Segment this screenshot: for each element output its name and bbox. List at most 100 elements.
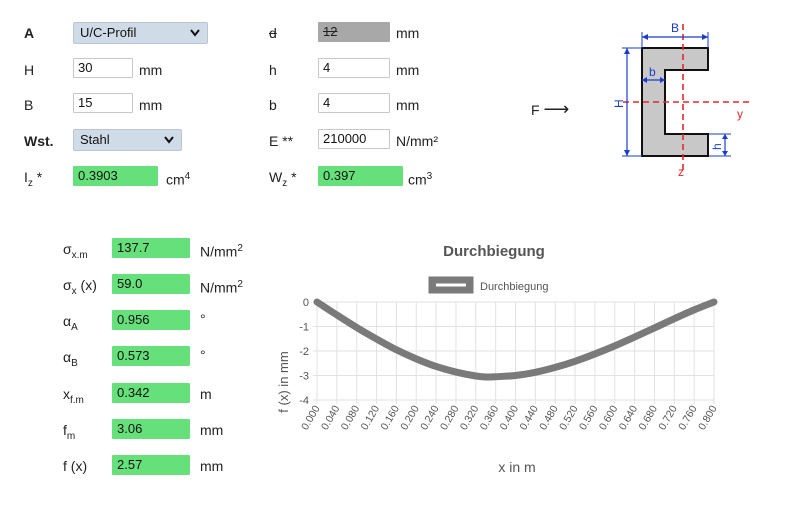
b-unit: mm	[396, 97, 420, 113]
arrow-right-icon: ⟶	[543, 99, 570, 119]
sigma-xm-result: 137.7	[112, 238, 190, 258]
chart-series	[313, 298, 718, 381]
material-select[interactable]: Stahl	[73, 129, 182, 151]
deflection-chart: Durchbiegung Durchbiegung 0 -1 -2 -3 -4 0.00…	[276, 243, 720, 475]
x-tick-label: 0.360	[478, 403, 502, 432]
chart-title: Durchbiegung	[443, 243, 545, 260]
B-field[interactable]: 15	[73, 93, 133, 113]
c-profile-shape	[641, 47, 709, 157]
x-tick-label: 0.000	[299, 403, 323, 432]
Wz-label: Wz *	[269, 169, 297, 189]
H-unit: mm	[139, 62, 163, 78]
h-field[interactable]: 4	[318, 58, 390, 78]
alpha-B-result: 0.573	[112, 346, 190, 366]
B-unit: mm	[139, 97, 163, 113]
y-tick-label: -1	[299, 322, 309, 334]
dim-B-label: B	[671, 21, 679, 35]
force-label: F ⟶	[531, 99, 570, 119]
B-label: B	[24, 97, 34, 113]
E-field[interactable]: 210000	[318, 129, 390, 149]
Wz-result: 0.397	[318, 166, 403, 186]
y-tick-labels: 0 -1 -2 -3 -4	[299, 297, 309, 407]
H-field[interactable]: 30	[73, 58, 133, 78]
x-fm-label: xf.m	[63, 386, 84, 406]
x-tick-label: 0.600	[597, 403, 621, 432]
cross-section-label: A	[24, 25, 35, 41]
x-tick-label: 0.200	[398, 403, 422, 432]
x-tick-label: 0.640	[617, 403, 641, 432]
x-tick-label: 0.680	[637, 403, 661, 432]
chart-legend[interactable]: Durchbiegung	[428, 276, 549, 294]
x-tick-label: 0.160	[378, 403, 402, 432]
b-label: b	[269, 97, 277, 113]
profile-select[interactable]: U/C-Profil	[73, 22, 208, 44]
material-label: Wst.	[24, 133, 54, 149]
dim-h-label: h	[710, 143, 724, 150]
x-tick-label: 0.480	[537, 403, 561, 432]
h-label: h	[269, 62, 277, 78]
y-tick-label: -3	[299, 371, 309, 383]
f-m-unit: mm	[200, 422, 224, 438]
E-label: E **	[269, 133, 294, 149]
x-tick-label: 0.760	[676, 403, 700, 432]
axis-y-label: y	[737, 107, 743, 121]
x-axis-label: x in m	[498, 459, 535, 475]
y-tick-label: 0	[303, 297, 309, 309]
y-tick-label: -4	[299, 395, 309, 407]
alpha-A-label: αA	[63, 313, 78, 333]
x-tick-label: 0.800	[696, 403, 720, 432]
series-line-durchbiegung	[313, 298, 718, 381]
chart-grid	[313, 301, 715, 404]
chevron-down-icon	[164, 136, 174, 144]
f-x-label: f (x)	[63, 458, 88, 474]
Iz-label: Iz *	[24, 169, 43, 189]
f-m-label: fm	[63, 422, 76, 442]
sigma-x-label: σx (x)	[63, 277, 97, 297]
x-tick-label: 0.720	[656, 403, 680, 432]
x-tick-label: 0.280	[438, 403, 462, 432]
material-select-value: Stahl	[80, 132, 110, 147]
x-tick-label: 0.040	[319, 403, 343, 432]
x-fm-result: 0.342	[112, 383, 190, 403]
Iz-unit: cm4	[166, 171, 191, 188]
E-unit: N/mm²	[396, 133, 438, 149]
x-tick-label: 0.240	[418, 403, 442, 432]
f-m-result: 3.06	[112, 419, 190, 439]
x-tick-label: 0.080	[339, 403, 363, 432]
f-x-unit: mm	[200, 458, 224, 474]
sigma-x-unit: N/mm2	[200, 279, 243, 296]
f-x-result: 2.57	[112, 455, 190, 475]
axis-z-label: z	[678, 165, 684, 179]
x-tick-labels: 0.0000.0400.0800.1200.1600.2000.2400.280…	[299, 403, 720, 432]
x-tick-label: 0.120	[359, 403, 383, 432]
alpha-A-unit: °	[200, 311, 206, 327]
H-label: H	[24, 62, 35, 78]
dim-b-label: b	[649, 65, 656, 79]
x-fm-unit: m	[200, 386, 212, 402]
dim-H-label: H	[612, 99, 626, 108]
d-field: 12	[318, 22, 390, 42]
sigma-x-result: 59.0	[112, 274, 190, 294]
d-label: d	[269, 25, 277, 41]
Wz-unit: cm3	[408, 171, 433, 188]
b-field[interactable]: 4	[318, 93, 390, 113]
legend-label: Durchbiegung	[480, 281, 549, 293]
alpha-B-label: αB	[63, 349, 78, 369]
x-tick-label: 0.400	[498, 403, 522, 432]
profile-diagram: B b H h y z	[612, 21, 749, 179]
alpha-B-unit: °	[200, 347, 206, 363]
d-unit: mm	[396, 25, 420, 41]
profile-select-value: U/C-Profil	[80, 25, 137, 40]
x-tick-label: 0.520	[557, 403, 581, 432]
chevron-down-icon	[190, 29, 200, 37]
Iz-result: 0.3903	[73, 166, 158, 186]
sigma-xm-unit: N/mm2	[200, 243, 243, 260]
h-unit: mm	[396, 62, 420, 78]
sigma-xm-label: σx.m	[63, 241, 88, 261]
y-tick-label: -2	[299, 346, 309, 358]
x-tick-label: 0.320	[458, 403, 482, 432]
x-tick-label: 0.440	[517, 403, 541, 432]
x-tick-label: 0.560	[577, 403, 601, 432]
y-axis-label: f (x) in mm	[276, 351, 291, 412]
alpha-A-result: 0.956	[112, 310, 190, 330]
